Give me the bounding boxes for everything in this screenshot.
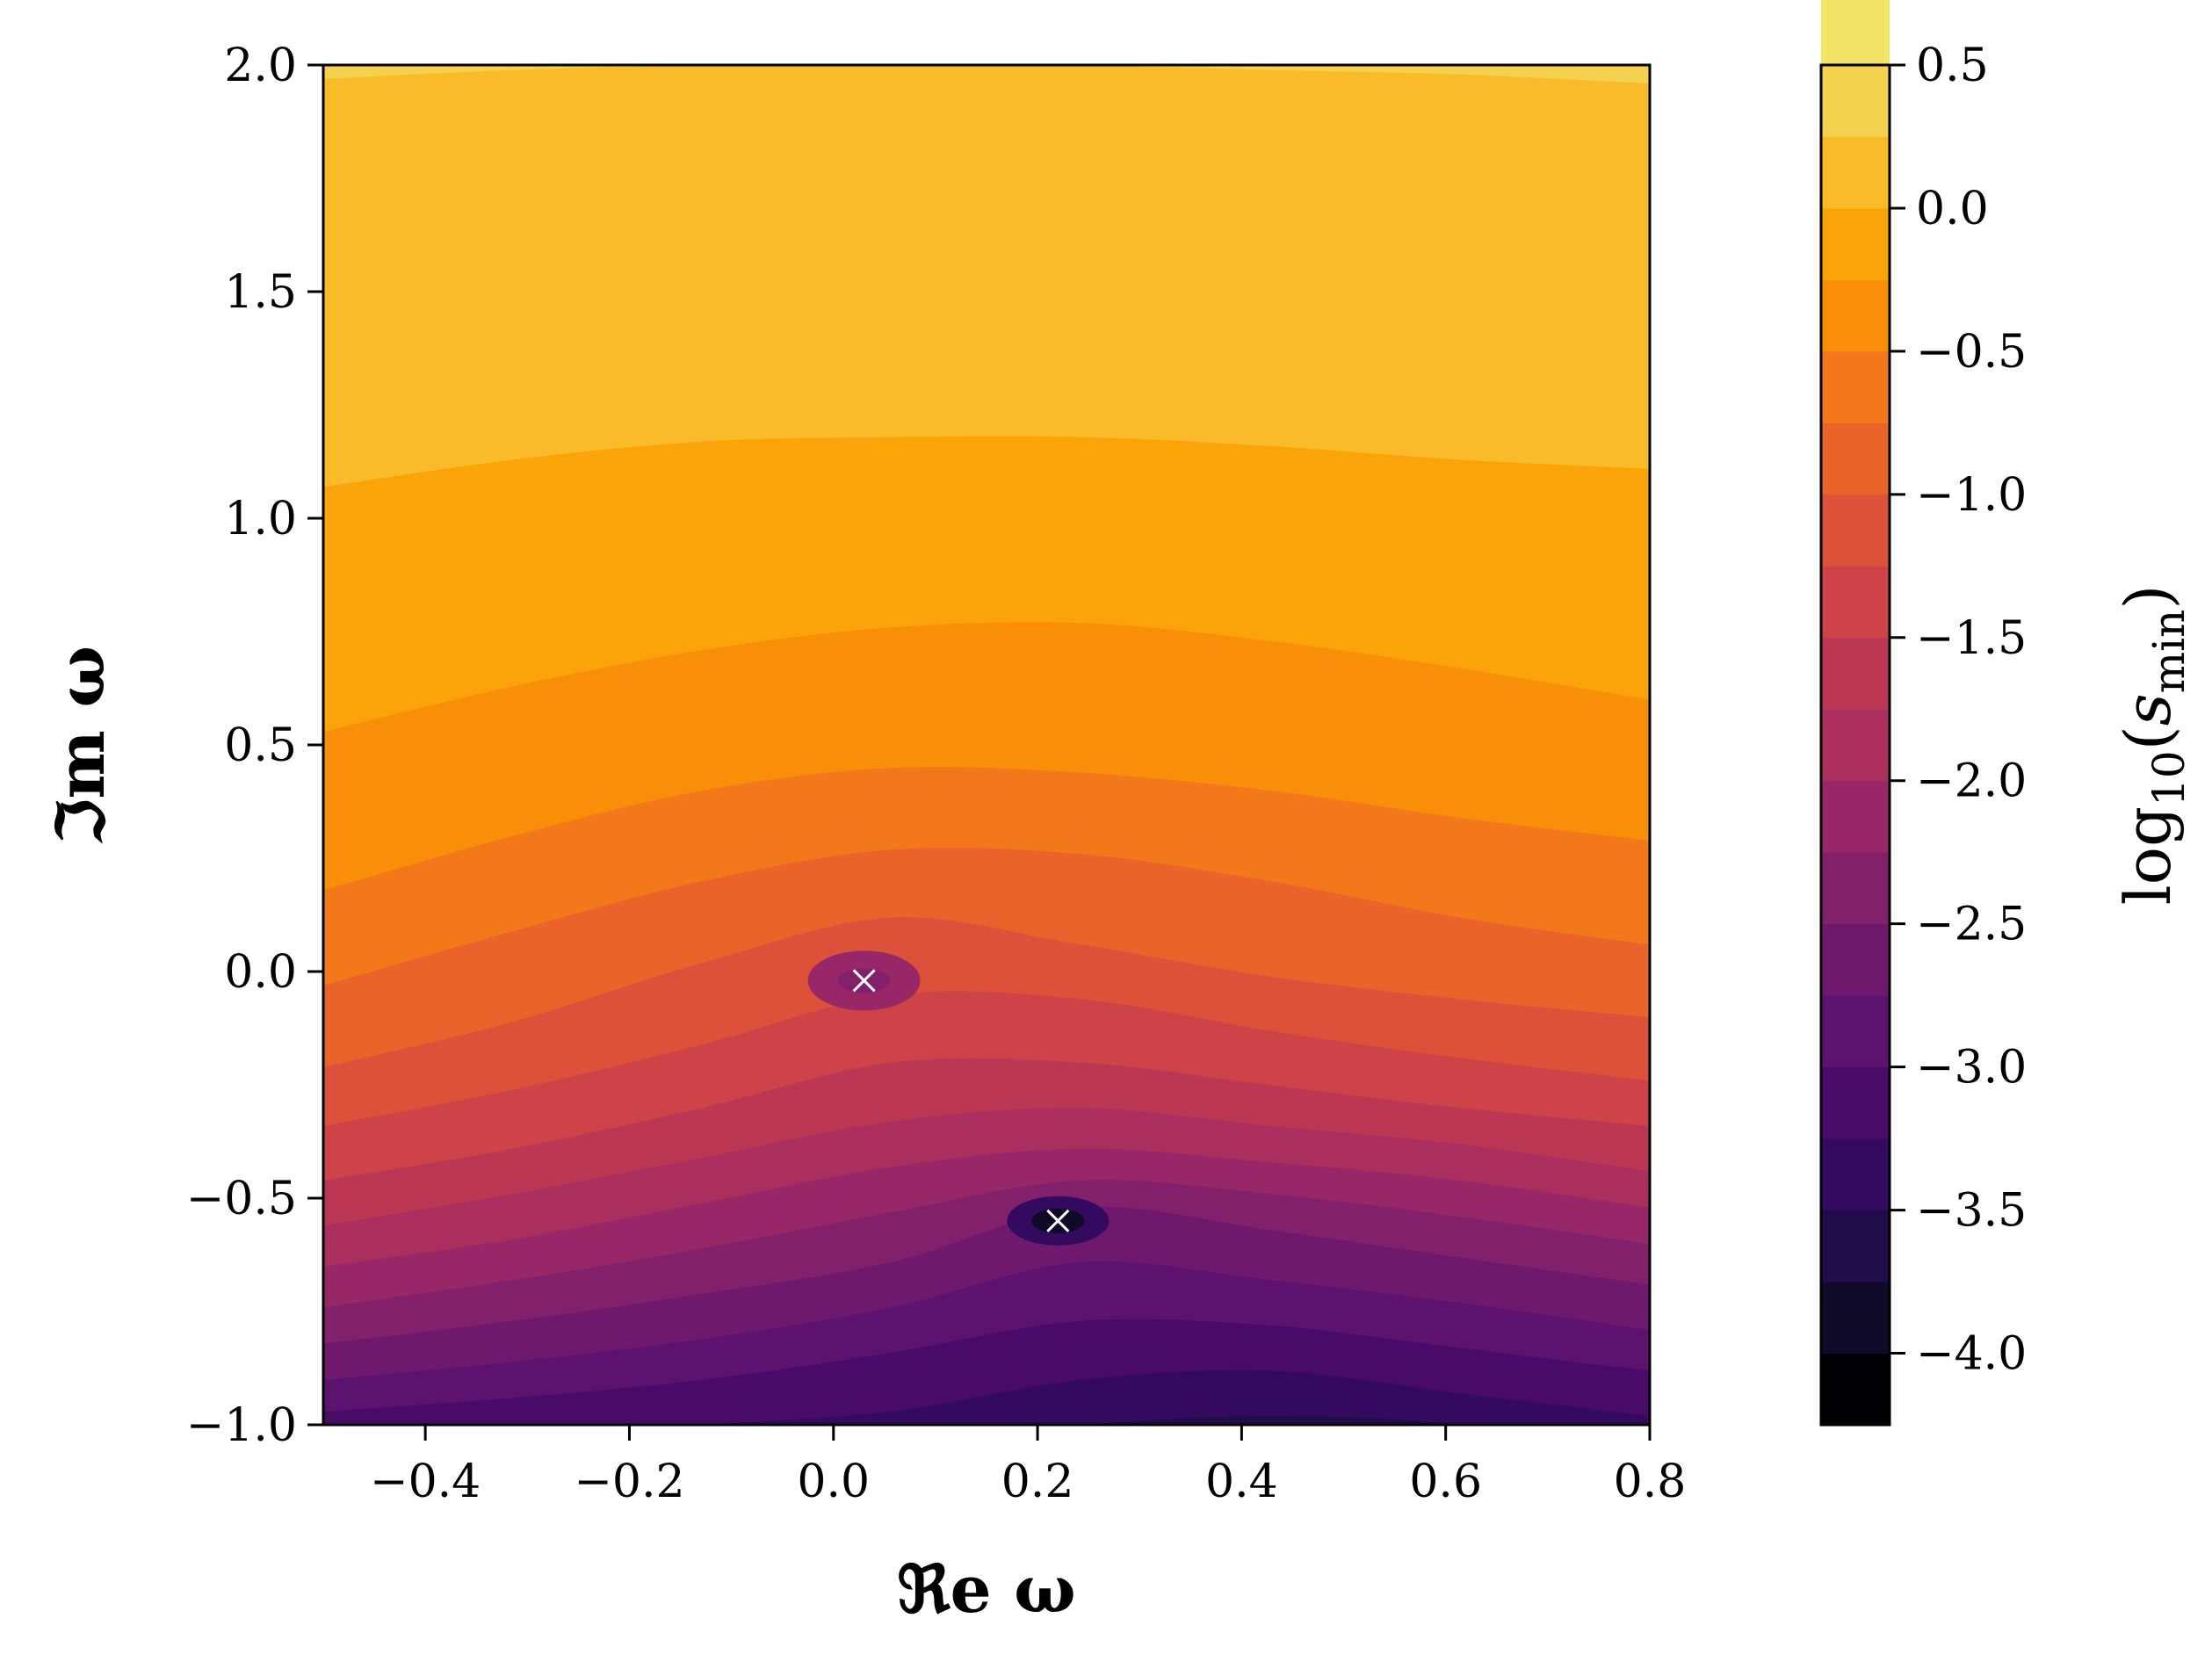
- colorbar-tick-label: 0.5: [1916, 40, 1989, 92]
- x-tick-label: −0.2: [574, 1456, 684, 1508]
- contour-band: [323, 65, 1650, 84]
- colorbar-band: [1821, 852, 1890, 925]
- y-tick-label: −1.0: [186, 1399, 297, 1452]
- y-tick-label: −0.5: [186, 1173, 297, 1225]
- colorbar-band: [1821, 207, 1890, 280]
- colorbar-bands: [1821, 0, 1890, 1426]
- colorbar-band: [1821, 709, 1890, 782]
- colorbar-tick-label: −3.0: [1916, 1042, 2027, 1095]
- colorbar-band: [1821, 995, 1890, 1068]
- colorbar-tick-label: −2.0: [1916, 755, 2027, 808]
- y-tick-label: 1.0: [224, 493, 297, 545]
- colorbar: 0.5 0.0 −0.5 −1.0 −1.5 −2.0 −2.5 −3.0 −3.5 −4.0: [1819, 0, 2027, 1427]
- colorbar-tick-label: −4.0: [1916, 1328, 2027, 1381]
- colorbar-band: [1821, 1066, 1890, 1139]
- x-axis: −0.4 −0.2 0.0 0.2 0.4 0.6 0.8: [370, 1425, 1686, 1508]
- x-tick-label: 0.2: [1001, 1456, 1074, 1508]
- colorbar-band: [1821, 1353, 1890, 1426]
- colorbar-band: [1821, 0, 1890, 66]
- x-tick-label: −0.4: [370, 1456, 481, 1508]
- minimum-marker: [1046, 1209, 1070, 1232]
- colorbar-band: [1821, 780, 1890, 853]
- y-tick-label: 1.5: [224, 266, 297, 319]
- y-tick-label: 2.0: [224, 40, 297, 92]
- colorbar-tick-label: −1.0: [1916, 469, 2027, 522]
- y-axis: −1.0 −0.5 0.0 0.5 1.0 1.5 2.0: [186, 40, 323, 1452]
- minima-markers: [807, 950, 1110, 1246]
- contour-bands: [323, 65, 1650, 1425]
- y-tick-label: 0.0: [224, 946, 297, 999]
- y-tick-label: 0.5: [224, 719, 297, 772]
- y-axis-label: ℑm ω: [44, 646, 119, 844]
- colorbar-band: [1821, 494, 1890, 567]
- x-axis-label: ℜe ω: [897, 1552, 1076, 1628]
- x-tick-label: 0.0: [797, 1456, 870, 1508]
- colorbar-band: [1821, 1210, 1890, 1282]
- colorbar-band: [1821, 423, 1890, 495]
- colorbar-band: [1821, 923, 1890, 996]
- colorbar-band: [1821, 350, 1890, 423]
- colorbar-label: log10(smin): [2111, 585, 2194, 906]
- colorbar-ticks: 0.5 0.0 −0.5 −1.0 −1.5 −2.0 −2.5 −3.0 −3.5 −4.0: [1890, 40, 2027, 1381]
- colorbar-band: [1821, 279, 1890, 352]
- colorbar-band: [1821, 136, 1890, 209]
- colorbar-frame: [1819, 63, 1891, 1427]
- colorbar-band: [1821, 65, 1890, 137]
- contour-band: [323, 65, 1650, 488]
- minimum-marker: [852, 969, 876, 993]
- colorbar-band: [1821, 1282, 1890, 1355]
- colorbar-band: [1821, 1138, 1890, 1211]
- colorbar-tick-label: −1.5: [1916, 612, 2027, 665]
- colorbar-tick-label: −3.5: [1916, 1185, 2027, 1238]
- plot-area: [322, 63, 1652, 1427]
- colorbar-tick-label: 0.0: [1916, 183, 1989, 235]
- x-tick-label: 0.4: [1205, 1456, 1278, 1508]
- x-tick-label: 0.8: [1614, 1456, 1687, 1508]
- colorbar-tick-label: −0.5: [1916, 326, 2027, 379]
- colorbar-band: [1821, 637, 1890, 710]
- x-tick-label: 0.6: [1409, 1456, 1482, 1508]
- colorbar-band: [1821, 566, 1890, 639]
- colorbar-tick-label: −2.5: [1916, 899, 2027, 951]
